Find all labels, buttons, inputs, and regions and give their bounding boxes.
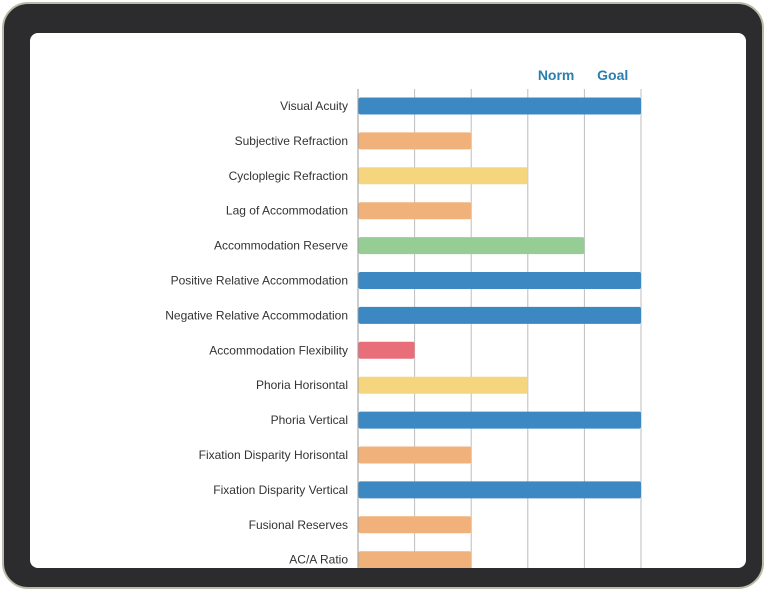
bar xyxy=(358,411,641,429)
category-label: Fixation Disparity Horisontal xyxy=(199,448,348,462)
category-label: Phoria Vertical xyxy=(271,413,348,427)
category-label: Positive Relative Accommodation xyxy=(171,274,348,288)
bar xyxy=(358,306,641,324)
category-label: Fusional Reserves xyxy=(249,518,348,532)
category-label: AC/A Ratio xyxy=(289,553,348,567)
bar xyxy=(358,481,641,499)
tablet-screen: Norm Goal Visual Acuity Subjective Refracti… xyxy=(30,33,746,568)
category-label: Visual Acuity xyxy=(280,99,348,113)
bar xyxy=(358,237,585,255)
bar xyxy=(358,132,472,150)
bar-chart: Norm Goal Visual Acuity Subjective Refracti… xyxy=(165,67,642,568)
category-label: Cycloplegic Refraction xyxy=(229,169,348,183)
category-label: Fixation Disparity Vertical xyxy=(213,483,348,497)
bar xyxy=(358,446,472,464)
bar xyxy=(358,97,641,115)
bar xyxy=(358,272,641,289)
category-label: Negative Relative Accommodation xyxy=(165,308,348,322)
bar xyxy=(358,167,528,185)
category-label: Accommodation Reserve xyxy=(214,239,348,253)
column-label-norm: Norm xyxy=(538,67,575,83)
category-label: Subjective Refraction xyxy=(235,134,348,148)
category-label: Lag of Accommodation xyxy=(226,204,348,218)
category-label: Accommodation Flexibility xyxy=(209,343,348,357)
bar xyxy=(358,202,472,220)
bar xyxy=(358,551,472,568)
category-label: Phoria Horisontal xyxy=(256,378,348,392)
bar xyxy=(358,376,528,394)
bar xyxy=(358,516,472,534)
bar xyxy=(358,341,415,359)
column-label-goal: Goal xyxy=(597,67,628,83)
